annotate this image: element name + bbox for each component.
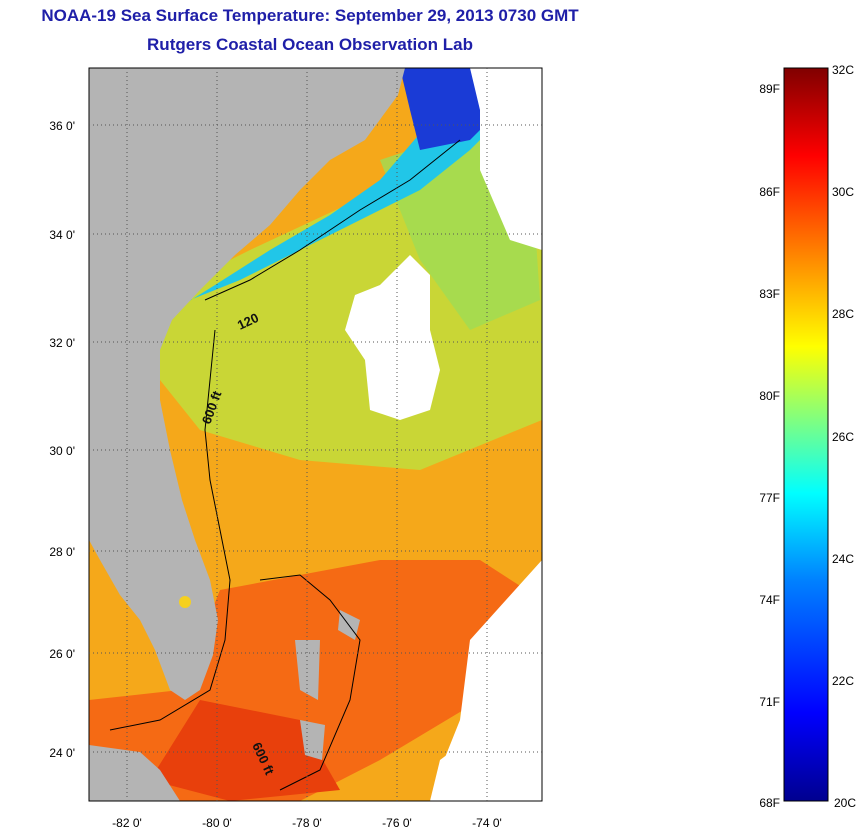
land-bahamas-andros xyxy=(295,640,320,700)
lake-okeechobee xyxy=(179,596,191,608)
lat-label: 28 0' xyxy=(49,545,75,559)
colorbar-c-label: 24C xyxy=(832,552,854,566)
colorbar-f-label: 80F xyxy=(759,389,780,403)
cloud-mask-2 xyxy=(470,68,542,250)
colorbar-c-label: 26C xyxy=(832,430,854,444)
colorbar-c-label: 32C xyxy=(832,63,854,77)
colorbar-f-label: 86F xyxy=(759,185,780,199)
latitude-labels: 36 0' 34 0' 32 0' 30 0' 28 0' 26 0' 24 0… xyxy=(49,119,75,760)
land-mainland xyxy=(89,68,405,700)
colorbar-f-label: 68F xyxy=(759,796,780,810)
colorbar xyxy=(783,67,829,802)
colorbar-f-label: 89F xyxy=(759,82,780,96)
cloud-mask-3 xyxy=(440,560,542,801)
lon-label: -74 0' xyxy=(472,816,502,830)
map-title: NOAA-19 Sea Surface Temperature: Septemb… xyxy=(41,6,579,25)
contour-600ft xyxy=(109,329,231,731)
contour-120 xyxy=(204,139,461,301)
sst-map xyxy=(89,68,542,801)
lat-label: 34 0' xyxy=(49,228,75,242)
lon-label: -76 0' xyxy=(382,816,412,830)
colorbar-f-label: 74F xyxy=(759,593,780,607)
colorbar-celsius-labels: 32C 30C 28C 26C 24C 22C 20C xyxy=(832,63,856,810)
colorbar-c-label: 30C xyxy=(832,185,854,199)
cloud-mask-4 xyxy=(430,730,500,801)
map-frame xyxy=(88,67,543,802)
lon-label: -82 0' xyxy=(112,816,142,830)
colorbar-c-label: 22C xyxy=(832,674,854,688)
sst-hot-patch xyxy=(150,700,340,801)
land-cuba xyxy=(89,745,180,801)
colorbar-c-label: 28C xyxy=(832,307,854,321)
lon-label: -80 0' xyxy=(202,816,232,830)
map-subtitle: Rutgers Coastal Ocean Observation Lab xyxy=(147,35,473,54)
lat-label: 24 0' xyxy=(49,746,75,760)
lat-label: 36 0' xyxy=(49,119,75,133)
colorbar-fahrenheit-labels: 89F 86F 83F 80F 77F 74F 71F 68F xyxy=(759,82,780,810)
contour-bahamas xyxy=(259,574,361,791)
lat-label: 32 0' xyxy=(49,336,75,350)
land-bahamas-south xyxy=(300,720,325,760)
lat-label: 30 0' xyxy=(49,444,75,458)
colorbar-f-label: 83F xyxy=(759,287,780,301)
colorbar-c-label: 20C xyxy=(834,796,856,810)
lat-label: 26 0' xyxy=(49,647,75,661)
colorbar-f-label: 71F xyxy=(759,695,780,709)
cloud-mask-1 xyxy=(345,255,440,420)
longitude-labels: -82 0' -80 0' -78 0' -76 0' -74 0' xyxy=(112,816,502,830)
colorbar-f-label: 77F xyxy=(759,491,780,505)
lon-label: -78 0' xyxy=(292,816,322,830)
